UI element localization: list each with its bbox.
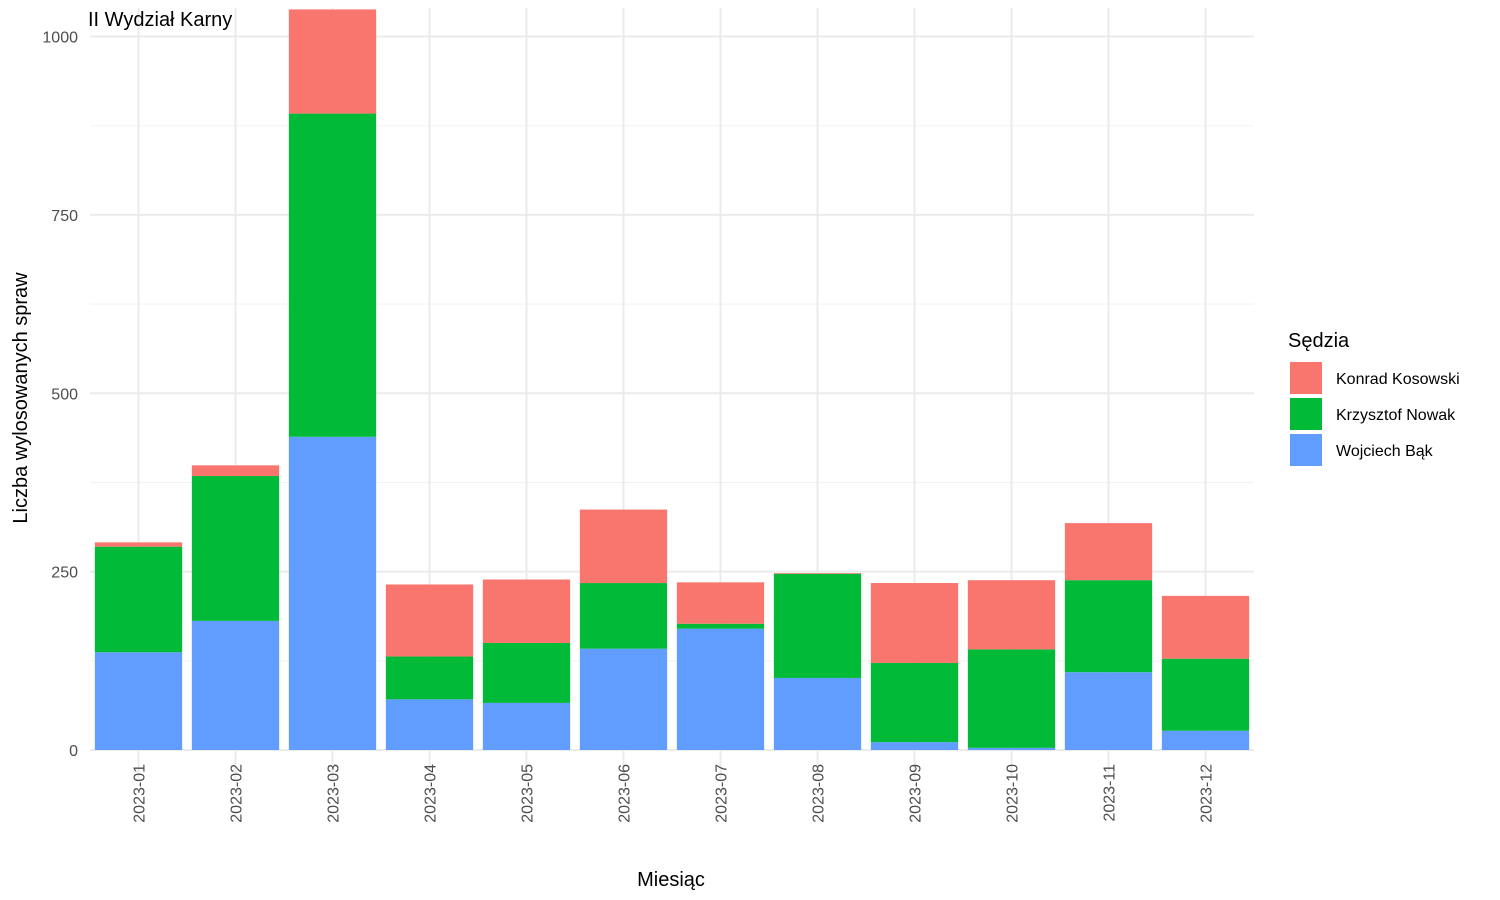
bar-segment [94, 652, 183, 750]
x-tick-label: 2023-08 [811, 764, 828, 823]
bar-segment [288, 436, 377, 750]
bar-segment [288, 113, 377, 437]
bar-segment [1064, 672, 1153, 750]
legend-label: Konrad Kosowski [1336, 371, 1460, 388]
legend-title: Sędzia [1288, 330, 1350, 352]
y-tick-label: 0 [69, 743, 78, 760]
bar-segment [967, 649, 1056, 748]
bar-segment [482, 579, 571, 643]
x-axis-title: Miesiąc [637, 869, 705, 891]
bar-segment [870, 662, 959, 743]
bar-segment [191, 620, 280, 750]
x-tick-labels: 2023-01 2023-02 2023-03 2023-04 2023-05 2023-… [132, 764, 1216, 823]
x-tick-label: 2023-06 [617, 764, 634, 823]
legend-swatch [1290, 434, 1322, 466]
bar-segment [1161, 595, 1250, 659]
bar-segment [676, 582, 765, 624]
x-tick-label: 2023-11 [1102, 764, 1119, 822]
x-tick-label: 2023-01 [132, 764, 149, 823]
x-tick-label: 2023-10 [1005, 764, 1022, 823]
bar-segment [773, 573, 862, 678]
bars [94, 9, 1250, 750]
y-tick-label: 500 [51, 386, 78, 403]
legend-swatch [1290, 362, 1322, 394]
bar-segment [773, 573, 862, 574]
chart-title: II Wydział Karny [88, 9, 232, 31]
bar-segment [94, 542, 183, 547]
bar-segment [967, 747, 1056, 750]
bar-segment [579, 583, 668, 649]
legend-label: Krzysztof Nowak [1336, 407, 1456, 424]
bar-segment [1064, 523, 1153, 581]
x-tick-label: 2023-05 [520, 764, 537, 823]
y-tick-label: 1000 [42, 30, 78, 47]
bar-segment [676, 623, 765, 629]
bar-segment [967, 580, 1056, 650]
bar-segment [191, 465, 280, 477]
y-tick-label: 750 [51, 208, 78, 225]
x-tick-label: 2023-09 [908, 764, 925, 823]
bar-segment [579, 509, 668, 584]
y-axis-title: Liczba wylosowanych spraw [10, 272, 32, 524]
bar-segment [870, 742, 959, 750]
bar-segment [676, 628, 765, 750]
bar-segment [579, 648, 668, 750]
x-tick-label: 2023-07 [714, 764, 731, 823]
bar-segment [385, 584, 474, 657]
bar-segment [1161, 658, 1250, 731]
bar-segment [482, 702, 571, 750]
bar-segment [773, 677, 862, 750]
legend-label: Wojciech Bąk [1336, 443, 1434, 460]
bar-segment [482, 642, 571, 703]
x-tick-label: 2023-04 [423, 764, 440, 823]
bar-segment [94, 546, 183, 653]
bar-segment [870, 583, 959, 663]
bar-segment [191, 476, 280, 621]
x-tick-label: 2023-02 [229, 764, 246, 823]
x-tick-label: 2023-12 [1199, 764, 1216, 823]
y-tick-label: 250 [51, 565, 78, 582]
bar-segment [385, 656, 474, 700]
x-tick-label: 2023-03 [326, 764, 343, 823]
bar-segment [1064, 580, 1153, 673]
bar-segment [288, 9, 377, 114]
y-tick-labels: 0 250 500 750 1000 [42, 30, 78, 760]
bar-segment [385, 699, 474, 750]
legend: Sędzia Konrad Kosowski Krzysztof Nowak Woj… [1288, 330, 1460, 466]
legend-swatch [1290, 398, 1322, 430]
bar-segment [1161, 730, 1250, 750]
